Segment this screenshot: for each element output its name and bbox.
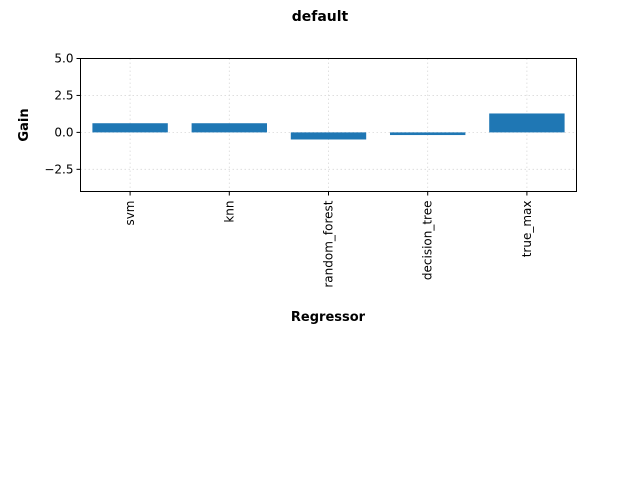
x-tick-label: svm <box>123 201 137 226</box>
bars <box>92 113 565 140</box>
y-tick-label: 0.0 <box>54 125 73 139</box>
x-tick-label: knn <box>222 201 236 223</box>
x-tick-label: true_max <box>520 201 534 258</box>
y-tick-label: 2.5 <box>54 88 73 102</box>
y-tick-label: 5.0 <box>54 52 73 66</box>
bar-decision_tree <box>390 132 466 136</box>
chart-title: default <box>292 9 349 25</box>
bar-random_forest <box>290 132 367 140</box>
y-tick-label: −2.5 <box>44 162 73 176</box>
y-axis-label: Gain <box>17 108 32 141</box>
bar-true_max <box>489 113 565 133</box>
x-axis: svm knn random_forest decision_tree true_max <box>123 191 534 288</box>
y-axis: −2.5 0.0 2.5 5.0 <box>44 52 81 176</box>
x-axis-label: Regressor <box>291 310 366 325</box>
x-tick-label: decision_tree <box>421 201 435 281</box>
bar-svm <box>92 123 168 133</box>
bar-knn <box>191 123 267 133</box>
x-tick-label: random_forest <box>322 200 336 287</box>
